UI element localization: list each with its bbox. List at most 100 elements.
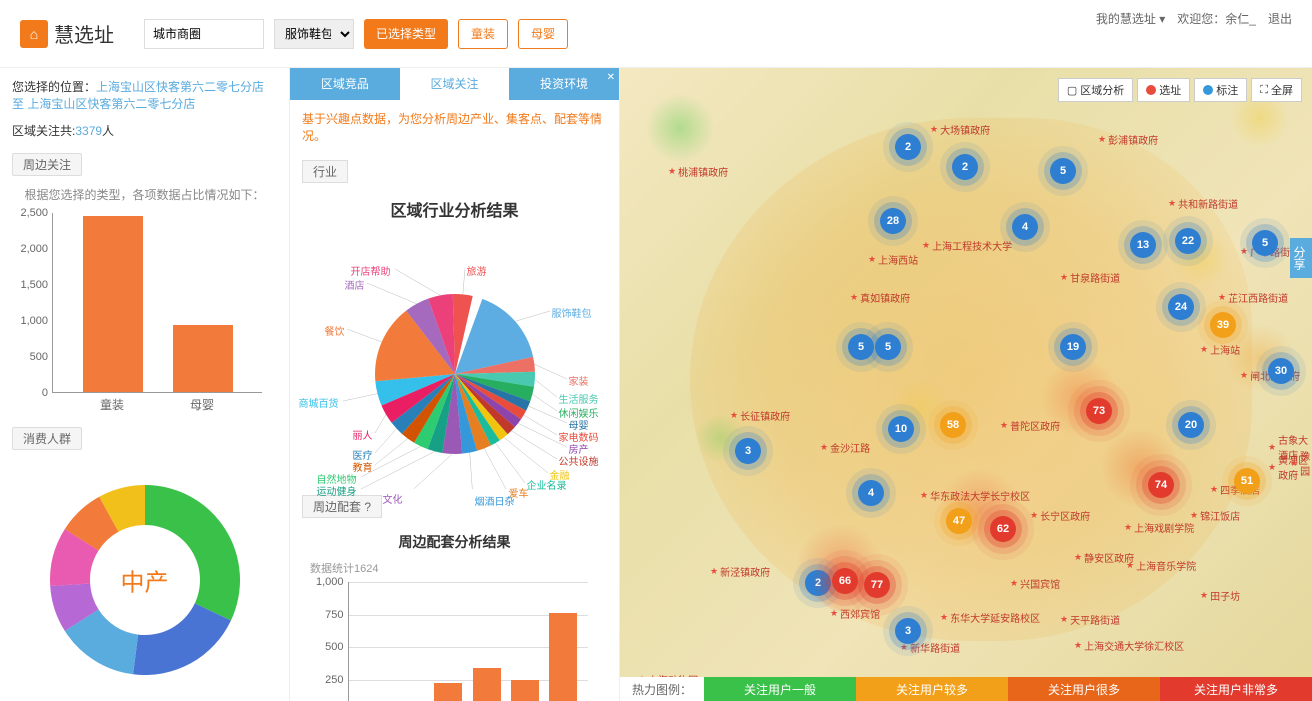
area-analysis-control[interactable]: ▢ 区域分析 — [1058, 78, 1133, 102]
pie-label: 旅游 — [467, 263, 487, 278]
map-marker[interactable]: 62 — [990, 516, 1016, 542]
bar-x-label: 母婴 — [172, 396, 232, 413]
analysis-tabs: 区域竞品 区域关注 投资环境 ✕ — [290, 68, 619, 100]
industry-pie-chart: 服饰鞋包家装生活服务休闲娱乐母婴家电数码房产公共设施金融企业名录爱车烟酒日杂文化… — [305, 229, 605, 489]
tab-investment[interactable]: 投资环境 — [509, 68, 619, 100]
tab-description: 基于兴趣点数据，为您分析周边产业、集客点、配套等情况。 — [290, 100, 619, 154]
pie-label: 服饰鞋包 — [552, 305, 592, 320]
city-search-input[interactable] — [144, 19, 264, 49]
logout-link[interactable]: 退出 — [1268, 10, 1292, 27]
map-controls: ▢ 区域分析 选址 标注 ⛶ 全屏 — [1058, 78, 1302, 102]
map-marker[interactable]: 24 — [1168, 294, 1194, 320]
category-select[interactable]: 服饰鞋包 — [274, 19, 354, 49]
map-marker[interactable]: 66 — [832, 568, 858, 594]
section-consumer-title: 消费人群 — [12, 427, 82, 450]
map-poi: 金沙江路 — [820, 440, 870, 455]
map-marker[interactable]: 47 — [946, 508, 972, 534]
tab-competitor[interactable]: 区域竞品 — [290, 68, 400, 100]
logo[interactable]: ⌂ 慧选址 — [20, 19, 114, 48]
map-marker[interactable]: 2 — [895, 134, 921, 160]
bar-item — [434, 683, 462, 701]
map-poi: 上海音乐学院 — [1126, 558, 1196, 573]
map-marker[interactable]: 10 — [888, 416, 914, 442]
attention-bar-chart: 05001,0001,5002,0002,500童装母婴 — [12, 213, 272, 413]
kids-button[interactable]: 童装 — [458, 19, 508, 49]
map-marker[interactable]: 73 — [1086, 398, 1112, 424]
map-poi: 桃浦镇政府 — [668, 164, 728, 179]
surrounding-stat: 数据统计1624 — [310, 560, 619, 576]
share-button[interactable]: 分享 — [1290, 238, 1312, 278]
header-right: 我的慧选址 ▾ 欢迎您：余仁_ 退出 — [1096, 10, 1292, 27]
map-marker[interactable]: 19 — [1060, 334, 1086, 360]
follower-stat: 区域关注共:3379人 — [12, 122, 277, 139]
map-poi: 西郊宾馆 — [830, 606, 880, 621]
map-poi: 天平路街道 — [1060, 612, 1120, 627]
pie-label: 家装 — [569, 373, 589, 388]
map-poi: 甘泉路街道 — [1060, 270, 1120, 285]
legend-item: 关注用户一般 — [704, 677, 856, 701]
map-marker[interactable]: 3 — [895, 618, 921, 644]
surrounding-bar-title: 周边配套分析结果 — [290, 532, 619, 552]
map-marker[interactable]: 28 — [880, 208, 906, 234]
bar-item — [173, 325, 233, 392]
map-marker[interactable]: 20 — [1178, 412, 1204, 438]
pie-label: 酒店 — [345, 277, 365, 292]
map-panel[interactable]: ▢ 区域分析 选址 标注 ⛶ 全屏 分享 热力图例： 关注用户一般关注用户较多关… — [620, 68, 1312, 701]
legend-item: 关注用户较多 — [856, 677, 1008, 701]
pie-label: 企业名录 — [527, 477, 567, 492]
map-marker[interactable]: 4 — [858, 480, 884, 506]
pie-label: 开店帮助 — [351, 263, 391, 278]
pie-label: 自然地物 — [317, 471, 357, 486]
map-marker[interactable]: 30 — [1268, 358, 1294, 384]
fullscreen-control[interactable]: ⛶ 全屏 — [1251, 78, 1302, 102]
map-marker[interactable]: 5 — [875, 334, 901, 360]
map-marker[interactable]: 39 — [1210, 312, 1236, 338]
bar-x-label: 童装 — [82, 396, 142, 413]
baby-button[interactable]: 母婴 — [518, 19, 568, 49]
header: ⌂ 慧选址 服饰鞋包 已选择类型 童装 母婴 我的慧选址 ▾ 欢迎您：余仁_ 退… — [0, 0, 1312, 68]
section-attention-title: 周边关注 — [12, 153, 82, 176]
tab-attention[interactable]: 区域关注 — [400, 68, 510, 100]
donut-center-label: 中产 — [121, 563, 169, 598]
my-menu[interactable]: 我的慧选址 ▾ — [1096, 10, 1165, 27]
location-control[interactable]: 选址 — [1137, 78, 1190, 102]
map-marker[interactable]: 2 — [952, 154, 978, 180]
donut-segment — [133, 603, 231, 675]
map-marker[interactable]: 3 — [735, 438, 761, 464]
map-marker[interactable]: 77 — [864, 572, 890, 598]
map-poi: 彭浦镇政府 — [1098, 132, 1158, 147]
map-poi: 共和新路街道 — [1168, 196, 1238, 211]
bar-item — [83, 216, 143, 392]
welcome-text: 欢迎您：余仁_ — [1177, 10, 1256, 27]
map-marker[interactable]: 5 — [848, 334, 874, 360]
bar-item — [511, 680, 539, 701]
map-marker[interactable]: 13 — [1130, 232, 1156, 258]
map-poi: 长宁区政府 — [1030, 508, 1090, 523]
map-poi: 兴国宾馆 — [1010, 576, 1060, 591]
map-poi: 普陀区政府 — [1000, 418, 1060, 433]
map-marker[interactable]: 5 — [1050, 158, 1076, 184]
map-marker[interactable]: 74 — [1148, 472, 1174, 498]
donut-segment — [145, 485, 240, 620]
map-marker[interactable]: 58 — [940, 412, 966, 438]
mark-control[interactable]: 标注 — [1194, 78, 1247, 102]
map-marker[interactable]: 22 — [1175, 228, 1201, 254]
map-marker[interactable]: 2 — [805, 570, 831, 596]
map-poi: 田子坊 — [1200, 588, 1240, 603]
pie-label: 医疗 — [353, 447, 373, 462]
map-marker[interactable]: 5 — [1252, 230, 1278, 256]
bar-item — [473, 668, 501, 701]
map-poi: 大场镇政府 — [930, 122, 990, 137]
map-marker[interactable]: 4 — [1012, 214, 1038, 240]
map-marker[interactable]: 51 — [1234, 468, 1260, 494]
close-icon[interactable]: ✕ — [607, 72, 615, 83]
surrounding-label: 周边配套 ? — [302, 495, 382, 518]
selected-type-button[interactable]: 已选择类型 — [364, 19, 448, 49]
logo-icon: ⌂ — [20, 20, 48, 48]
surrounding-bar-chart: 02505007501,000公安缴费科研机构协会银行停车场 — [310, 582, 600, 701]
legend-item: 关注用户非常多 — [1160, 677, 1312, 701]
pie-label: 文化 — [383, 491, 403, 506]
map-poi: 新泾镇政府 — [710, 564, 770, 579]
map-poi: 上海交通大学徐汇校区 — [1074, 638, 1184, 653]
heatmap-legend: 热力图例： 关注用户一般关注用户较多关注用户很多关注用户非常多 — [620, 677, 1312, 701]
